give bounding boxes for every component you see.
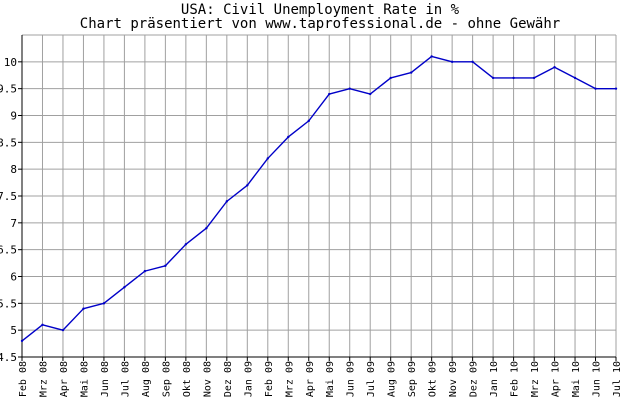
x-tick-label: Okt 08 — [182, 361, 193, 397]
data-point — [20, 339, 24, 343]
data-point — [266, 157, 269, 160]
x-tick-label: Jul 08 — [120, 361, 131, 397]
x-tick-label: Mai 08 — [79, 361, 90, 397]
data-point — [123, 286, 126, 289]
data-point — [205, 227, 208, 230]
x-tick-label: Sep 09 — [407, 361, 418, 397]
data-point — [532, 76, 536, 80]
data-point — [491, 76, 495, 80]
data-point — [430, 55, 433, 58]
y-tick-label: 9 — [10, 110, 17, 123]
series-line — [21, 55, 616, 342]
x-tick-label: Okt 09 — [428, 361, 439, 397]
data-point — [573, 76, 577, 80]
y-tick-label: 10 — [4, 56, 17, 69]
data-point — [164, 264, 167, 267]
x-tick-label: Apr 09 — [305, 361, 316, 397]
data-point — [614, 87, 618, 90]
x-tick-label: Aug 09 — [387, 361, 398, 397]
y-tick-label: 7 — [10, 217, 17, 230]
x-tick-label: Nov 09 — [448, 361, 459, 397]
data-point — [512, 76, 515, 80]
chart-subtitle: Chart präsentiert von www.taprofessional… — [80, 16, 560, 32]
data-point — [82, 307, 85, 310]
data-point — [328, 92, 331, 96]
data-point — [348, 87, 351, 90]
x-tick-labels: Feb 08 Mrz 08 Apr 08 Mai 08 Jun 08 Jul 08 Aug … — [18, 361, 623, 397]
x-tick-label: Jun 10 — [592, 361, 603, 397]
data-point — [225, 200, 229, 203]
data-point — [184, 243, 188, 246]
x-tick-label: Mai 09 — [325, 361, 336, 397]
data-point — [61, 328, 65, 332]
data-point — [553, 66, 556, 69]
x-tick-label: Dez 09 — [469, 361, 480, 397]
x-tick-label: Mrz 10 — [530, 361, 541, 397]
x-tick-label: Jun 08 — [100, 361, 111, 397]
y-tick-label: 7.5 — [0, 190, 17, 203]
y-tick-labels: 4.5 5 5.5 6 6.5 7 7.5 8 8.5 9 9.5 10 — [0, 56, 17, 364]
series-layer — [20, 55, 618, 343]
x-tick-label: Jan 10 — [489, 361, 500, 397]
y-tick-label: 6 — [10, 271, 17, 284]
x-tick-label: Feb 08 — [18, 361, 29, 397]
x-tick-label: Mai 10 — [571, 361, 582, 397]
data-point — [409, 71, 413, 74]
x-tick-label: Jan 09 — [243, 361, 254, 397]
x-tick-label: Apr 10 — [551, 361, 562, 397]
x-tick-label: Aug 08 — [141, 361, 152, 397]
data-point — [450, 60, 454, 64]
data-point — [287, 135, 290, 139]
y-tick-label: 6.5 — [0, 244, 17, 257]
y-tick-label: 4.5 — [0, 351, 17, 364]
data-point — [471, 60, 474, 64]
axis-layer — [18, 34, 617, 361]
x-tick-label: Sep 08 — [161, 361, 172, 397]
y-tick-label: 8.5 — [0, 136, 17, 149]
x-tick-label: Mrz 09 — [284, 361, 295, 397]
x-tick-label: Feb 10 — [510, 361, 521, 397]
y-tick-label: 9.5 — [0, 83, 17, 96]
x-tick-label: Dez 08 — [223, 361, 234, 397]
x-tick-label: Nov 08 — [202, 361, 213, 397]
grid-layer — [21, 35, 617, 358]
x-tick-label: Jul 09 — [366, 361, 377, 397]
x-tick-label: Feb 09 — [264, 361, 275, 397]
data-point — [102, 302, 106, 305]
data-point — [143, 269, 147, 273]
data-point — [41, 323, 44, 326]
x-tick-label: Jun 09 — [346, 361, 357, 397]
data-point — [369, 92, 372, 96]
x-tick-label: Jul 10 — [612, 361, 623, 397]
y-tick-label: 8 — [10, 163, 17, 176]
x-tick-label: Mrz 08 — [38, 361, 49, 397]
data-point — [246, 184, 249, 187]
y-tick-label: 5 — [10, 324, 17, 337]
chart-title: USA: Civil Unemployment Rate in % — [181, 2, 460, 18]
y-tick-label: 5.5 — [0, 297, 17, 310]
data-point — [389, 76, 392, 80]
x-tick-label: Apr 08 — [59, 361, 70, 397]
data-point — [307, 119, 310, 123]
data-point — [594, 87, 597, 90]
